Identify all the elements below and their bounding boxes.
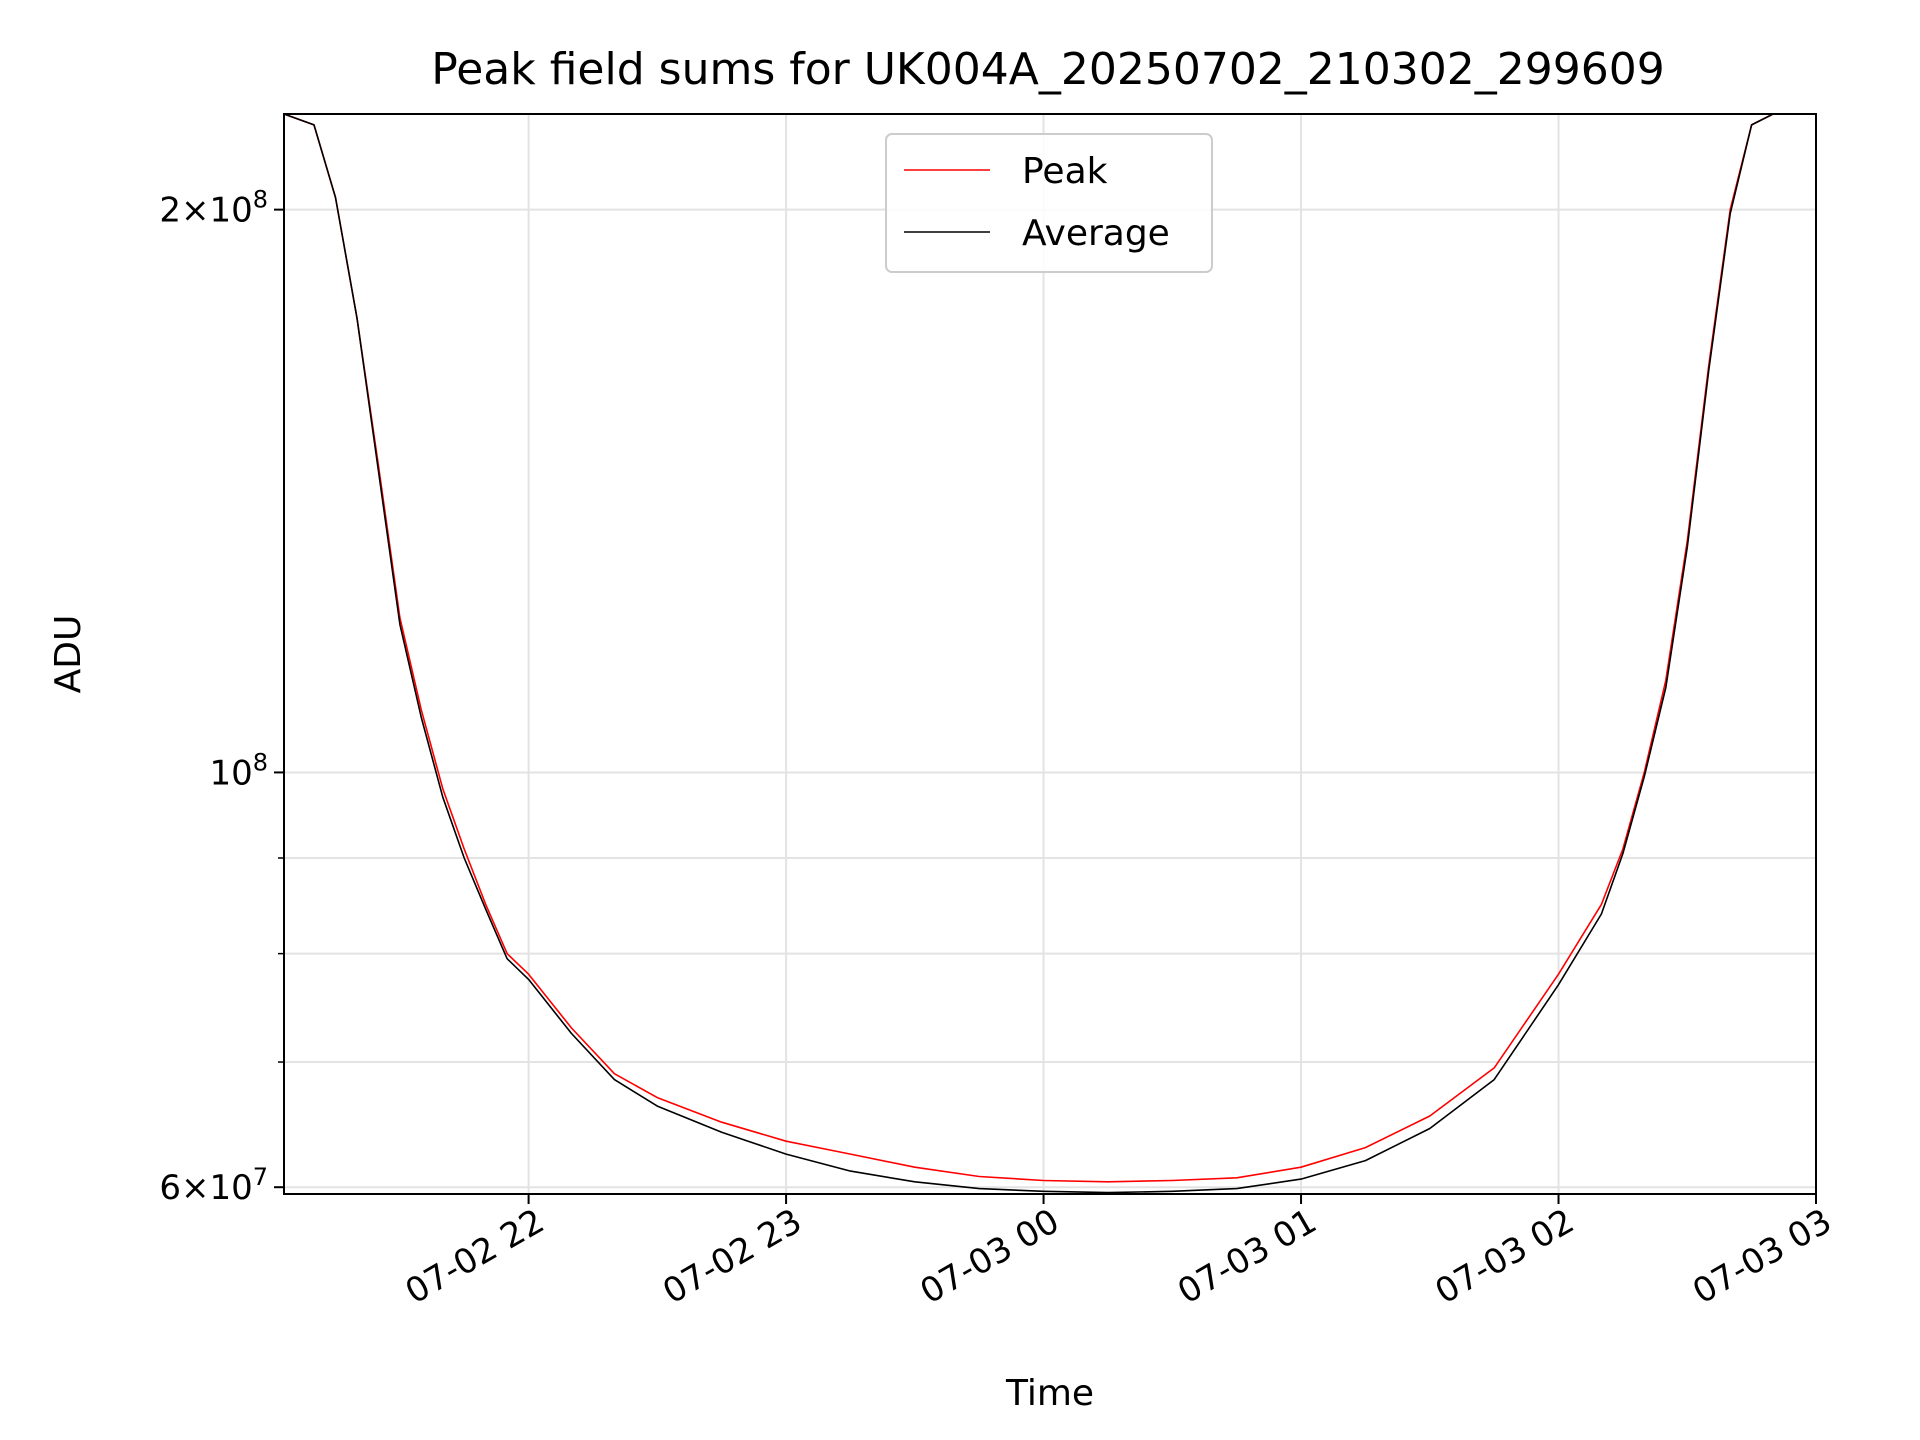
- legend: Peak Average: [885, 133, 1213, 273]
- chart-title: Peak field sums for UK004A_20250702_2103…: [431, 44, 1664, 95]
- y-tick-label-base: 2×10: [159, 191, 252, 231]
- y-tick-label-exponent: 8: [253, 748, 268, 776]
- y-tick-label: 108: [209, 748, 268, 793]
- y-tick-label: 6×107: [159, 1163, 268, 1208]
- series-lines: [284, 114, 1774, 1194]
- y-tick-label-exponent: 7: [253, 1163, 268, 1191]
- y-axis-label: ADU: [48, 615, 89, 694]
- series-line-average: [284, 114, 1774, 1194]
- legend-label-peak: Peak: [1022, 151, 1108, 192]
- y-tick-label-exponent: 8: [253, 186, 268, 214]
- series-line-peak: [284, 114, 1774, 1183]
- grid-lines: [284, 114, 1816, 1194]
- plot-area-frame: [283, 113, 1817, 1195]
- y-tick-label-base: 10: [209, 753, 252, 793]
- y-tick-label-base: 6×10: [159, 1168, 252, 1208]
- legend-box: [885, 133, 1213, 273]
- y-tick-label: 2×108: [159, 186, 268, 231]
- legend-label-average: Average: [1022, 213, 1170, 254]
- x-axis-label: Time: [1005, 1373, 1094, 1414]
